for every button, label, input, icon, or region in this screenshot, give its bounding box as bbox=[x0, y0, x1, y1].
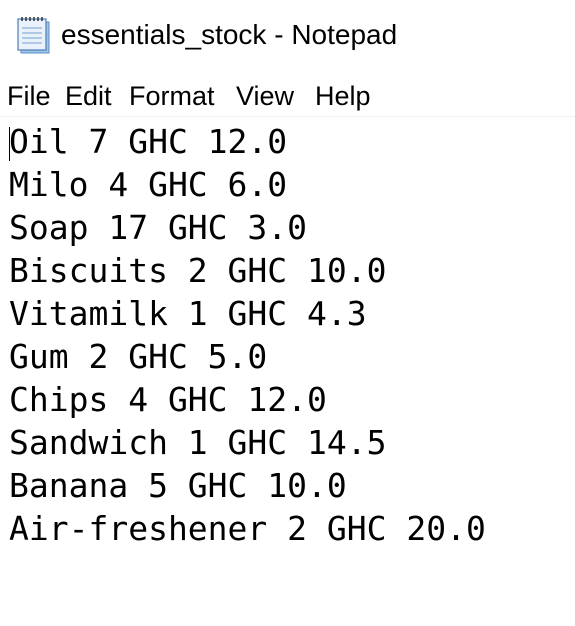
notepad-icon bbox=[15, 15, 53, 55]
menu-format[interactable]: Format bbox=[129, 81, 215, 111]
text-line: Biscuits 2 GHC 10.0 bbox=[9, 251, 387, 290]
text-line: Air-freshener 2 GHC 20.0 bbox=[9, 509, 486, 548]
menu-view[interactable]: View bbox=[236, 81, 295, 111]
text-line: Milo 4 GHC 6.0 bbox=[9, 165, 288, 204]
text-line: Gum 2 GHC 5.0 bbox=[9, 337, 268, 376]
text-caret bbox=[9, 127, 10, 161]
menu-bar: File Edit Format View Help bbox=[0, 76, 575, 117]
title-bar[interactable]: essentials_stock - Notepad bbox=[0, 0, 575, 70]
text-line: Vitamilk 1 GHC 4.3 bbox=[9, 294, 367, 333]
text-line: Banana 5 GHC 10.0 bbox=[9, 466, 347, 505]
document-text: Oil 7 GHC 12.0 Milo 4 GHC 6.0 Soap 17 GH… bbox=[9, 120, 486, 550]
text-editor-area[interactable]: Oil 7 GHC 12.0 Milo 4 GHC 6.0 Soap 17 GH… bbox=[0, 117, 575, 626]
text-line: Soap 17 GHC 3.0 bbox=[9, 208, 308, 247]
menu-file[interactable]: File bbox=[7, 81, 51, 111]
window-title: essentials_stock - Notepad bbox=[61, 19, 398, 50]
text-line: Sandwich 1 GHC 14.5 bbox=[9, 423, 387, 462]
text-line: Chips 4 GHC 12.0 bbox=[9, 380, 327, 419]
menu-edit[interactable]: Edit bbox=[65, 81, 112, 111]
menu-help[interactable]: Help bbox=[315, 81, 371, 111]
text-line: Oil 7 GHC 12.0 bbox=[9, 122, 288, 161]
